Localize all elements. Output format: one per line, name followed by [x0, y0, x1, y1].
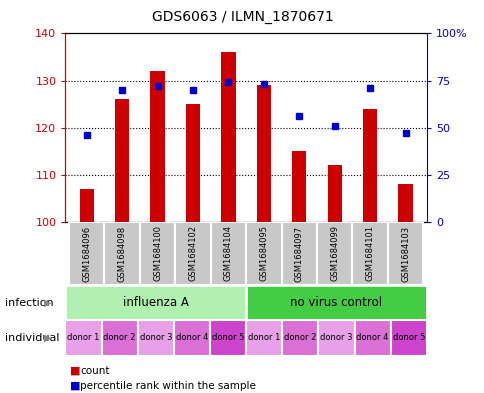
- Text: donor 1: donor 1: [247, 334, 280, 342]
- Bar: [363, 109, 377, 222]
- Bar: [256, 85, 271, 222]
- Text: GSM1684095: GSM1684095: [259, 226, 268, 281]
- Text: individual: individual: [5, 333, 59, 343]
- Text: GSM1684096: GSM1684096: [82, 226, 91, 281]
- Text: donor 1: donor 1: [67, 334, 100, 342]
- Bar: [387, 222, 423, 285]
- Bar: [398, 184, 412, 222]
- Bar: [282, 320, 318, 356]
- Text: ■: ■: [70, 381, 81, 391]
- Text: count: count: [80, 365, 109, 376]
- Bar: [221, 52, 235, 222]
- Bar: [65, 285, 245, 320]
- Text: infection: infection: [5, 298, 53, 308]
- Text: GSM1684100: GSM1684100: [153, 226, 162, 281]
- Text: donor 3: donor 3: [139, 334, 172, 342]
- Bar: [327, 165, 341, 222]
- Bar: [354, 320, 390, 356]
- Bar: [69, 222, 104, 285]
- Text: GSM1684098: GSM1684098: [118, 226, 126, 281]
- Bar: [104, 222, 139, 285]
- Bar: [210, 222, 245, 285]
- Bar: [65, 320, 102, 356]
- Bar: [173, 320, 210, 356]
- Text: GDS6063 / ILMN_1870671: GDS6063 / ILMN_1870671: [151, 10, 333, 24]
- Bar: [175, 222, 210, 285]
- Bar: [245, 285, 426, 320]
- Text: donor 2: donor 2: [103, 334, 136, 342]
- Bar: [317, 222, 352, 285]
- Bar: [137, 320, 173, 356]
- Text: ■: ■: [70, 365, 81, 376]
- Bar: [102, 320, 137, 356]
- Text: GSM1684103: GSM1684103: [400, 226, 409, 281]
- Text: donor 4: donor 4: [175, 334, 208, 342]
- Text: GSM1684102: GSM1684102: [188, 226, 197, 281]
- Bar: [150, 71, 165, 222]
- Text: influenza A: influenza A: [122, 296, 188, 309]
- Text: ▶: ▶: [44, 333, 51, 343]
- Bar: [210, 320, 245, 356]
- Bar: [139, 222, 175, 285]
- Text: GSM1684099: GSM1684099: [330, 226, 338, 281]
- Bar: [352, 222, 387, 285]
- Text: donor 5: donor 5: [212, 334, 244, 342]
- Bar: [318, 320, 354, 356]
- Text: donor 4: donor 4: [356, 334, 388, 342]
- Bar: [291, 151, 306, 222]
- Text: donor 5: donor 5: [392, 334, 424, 342]
- Text: donor 3: donor 3: [319, 334, 352, 342]
- Bar: [245, 222, 281, 285]
- Text: no virus control: no virus control: [290, 296, 382, 309]
- Text: percentile rank within the sample: percentile rank within the sample: [80, 381, 256, 391]
- Bar: [79, 189, 93, 222]
- Bar: [245, 320, 282, 356]
- Text: donor 2: donor 2: [284, 334, 316, 342]
- Bar: [115, 99, 129, 222]
- Text: GSM1684104: GSM1684104: [224, 226, 232, 281]
- Text: ▶: ▶: [44, 298, 51, 308]
- Bar: [390, 320, 426, 356]
- Text: GSM1684097: GSM1684097: [294, 226, 303, 281]
- Bar: [281, 222, 317, 285]
- Bar: [185, 104, 200, 222]
- Text: GSM1684101: GSM1684101: [365, 226, 374, 281]
